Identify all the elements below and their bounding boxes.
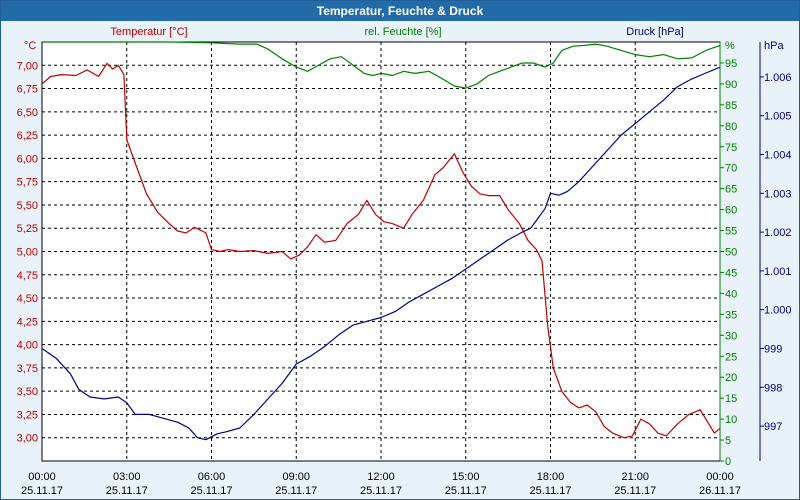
temperature-tick-label: 6,50 <box>17 107 38 119</box>
x-tick-label-date: 25.11.17 <box>106 485 148 497</box>
temperature-tick-label: 6,00 <box>17 153 38 165</box>
temperature-tick-label: 5,50 <box>17 200 38 212</box>
x-tick-label-time: 06:00 <box>198 471 226 483</box>
pressure-tick-label: 997 <box>764 421 782 433</box>
humidity-tick-label: 5 <box>725 435 731 447</box>
temperature-tick-label: 4,75 <box>17 270 38 282</box>
temperature-unit-label: °C <box>24 40 36 52</box>
temperature-tick-label: 6,75 <box>17 84 38 96</box>
temperature-tick-label: 3,75 <box>17 363 38 375</box>
x-tick-label-time: 21:00 <box>621 471 649 483</box>
pressure-tick-label: 1.001 <box>764 266 792 278</box>
x-tick-label-time: 12:00 <box>367 471 395 483</box>
humidity-tick-label: 65 <box>725 184 737 196</box>
temperature-axis-title: Temperatur [°C] <box>110 26 187 38</box>
x-tick-label-time: 00:00 <box>28 471 56 483</box>
x-tick-label-date: 25.11.17 <box>529 485 571 497</box>
pressure-tick-label: 999 <box>764 343 782 355</box>
humidity-tick-label: 55 <box>725 226 737 238</box>
humidity-tick-label: 90 <box>725 79 737 91</box>
humidity-tick-label: 95 <box>725 58 737 70</box>
pressure-tick-label: 1.006 <box>764 72 792 84</box>
temperature-tick-label: 5,00 <box>17 247 38 259</box>
humidity-tick-label: 10 <box>725 414 737 426</box>
temperature-tick-label: 4,25 <box>17 316 38 328</box>
humidity-tick-label: 25 <box>725 351 737 363</box>
pressure-tick-label: 1.005 <box>764 111 792 123</box>
humidity-tick-label: 40 <box>725 288 737 300</box>
temperature-tick-label: 3,50 <box>17 386 38 398</box>
x-tick-label-date: 25.11.17 <box>275 485 317 497</box>
x-tick-label-time: 00:00 <box>706 471 734 483</box>
humidity-tick-label: 20 <box>725 372 737 384</box>
temperature-tick-label: 5,75 <box>17 177 38 189</box>
humidity-tick-label: 80 <box>725 121 737 133</box>
temperature-tick-label: 6,25 <box>17 130 38 142</box>
humidity-unit-label: % <box>725 40 735 52</box>
pressure-tick-label: 1.003 <box>764 188 792 200</box>
temperature-tick-label: 7,00 <box>17 60 38 72</box>
humidity-tick-label: 35 <box>725 309 737 321</box>
x-tick-label-time: 09:00 <box>282 471 310 483</box>
humidity-series-line <box>42 41 721 89</box>
humidity-tick-label: 75 <box>725 142 737 154</box>
pressure-series-line <box>41 66 721 441</box>
x-tick-label-date: 25.11.17 <box>445 485 487 497</box>
pressure-tick-label: 1.000 <box>764 305 792 317</box>
x-tick-label-date: 25.11.17 <box>614 485 656 497</box>
humidity-tick-label: 15 <box>725 393 737 405</box>
pressure-tick-label: 1.004 <box>764 150 792 162</box>
x-tick-label-date: 25.11.17 <box>21 485 63 497</box>
pressure-tick-label: 998 <box>764 382 782 394</box>
temperature-series-line <box>41 62 721 439</box>
pressure-unit-label: hPa <box>764 40 784 52</box>
x-tick-label-time: 18:00 <box>537 471 565 483</box>
x-tick-label-time: 15:00 <box>452 471 480 483</box>
temperature-tick-label: 5,25 <box>17 223 38 235</box>
temperature-tick-label: 4,00 <box>17 340 38 352</box>
pressure-tick-label: 1.002 <box>764 227 792 239</box>
x-tick-label-date: 25.11.17 <box>360 485 402 497</box>
x-tick-label-date: 26.11.17 <box>699 485 741 497</box>
pressure-axis-title: Druck [hPa] <box>626 26 683 38</box>
temperature-tick-label: 4,50 <box>17 293 38 305</box>
humidity-tick-label: 50 <box>725 247 737 259</box>
humidity-tick-label: 0 <box>725 456 731 468</box>
humidity-tick-label: 70 <box>725 163 737 175</box>
humidity-tick-label: 60 <box>725 205 737 217</box>
humidity-tick-label: 45 <box>725 267 737 279</box>
chart-title: Temperatur, Feuchte & Druck <box>1 1 799 21</box>
humidity-axis-title: rel. Feuchte [%] <box>364 26 441 38</box>
x-tick-label-date: 25.11.17 <box>190 485 232 497</box>
humidity-tick-label: 85 <box>725 100 737 112</box>
temperature-tick-label: 3,00 <box>17 433 38 445</box>
humidity-tick-label: 30 <box>725 330 737 342</box>
x-tick-label-time: 03:00 <box>113 471 141 483</box>
temperature-tick-label: 3,25 <box>17 409 38 421</box>
